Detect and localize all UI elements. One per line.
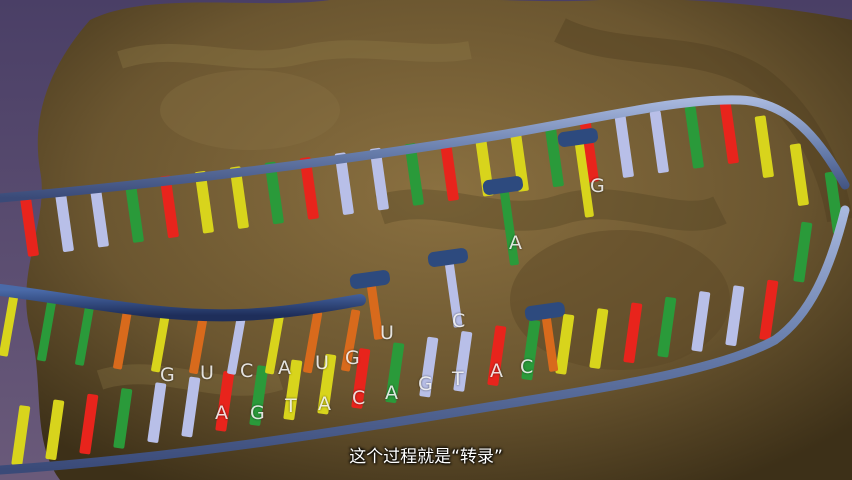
dna-coding-base (404, 143, 424, 206)
dna-template-base (215, 371, 235, 432)
rna-bases (0, 294, 361, 375)
dna-coding-base (754, 115, 774, 178)
free-nucleotide-letter: G (590, 175, 605, 197)
rna-base (189, 311, 209, 374)
dna-template-base (759, 279, 779, 341)
dna-coding-base (439, 138, 459, 201)
rna-letter: U (200, 362, 214, 384)
dna-template-base (725, 285, 745, 346)
dna-coding-base (719, 101, 739, 164)
dna-template-base (657, 296, 677, 358)
rna-transcript-strand (0, 284, 366, 322)
dna-coding-base (509, 129, 529, 192)
dna-coding-strand-backbone (0, 95, 850, 203)
rna-base (303, 311, 323, 374)
rna-letter: C (452, 310, 466, 332)
dna-template-base (351, 348, 371, 409)
dna-template-strand-bases (11, 221, 813, 466)
rna-base (37, 299, 57, 362)
dna-coding-base (89, 184, 109, 248)
dna-coding-base (684, 106, 704, 169)
rna-base (113, 307, 133, 370)
dna-template-base (113, 388, 133, 449)
rna-letter: C (240, 360, 254, 382)
dna-letter: C (352, 387, 366, 409)
dna-template-strand-backbone (0, 205, 850, 475)
dna-letter: A (318, 393, 331, 415)
dna-template-base (385, 342, 405, 403)
rna-base (75, 303, 95, 366)
dna-coding-base (229, 166, 249, 229)
dna-template-base (317, 353, 337, 415)
dna-letter: A (215, 402, 228, 424)
rna-base (0, 294, 19, 357)
free-nucleotide (524, 302, 566, 372)
dna-coding-base (334, 152, 354, 215)
dna-template-base (691, 291, 711, 352)
dna-coding-base (614, 115, 634, 178)
free-nucleotide (557, 128, 599, 218)
dna-coding-base (789, 143, 809, 206)
dna-template-base (283, 359, 303, 421)
dna-coding-base (194, 171, 214, 234)
dna-template-base (419, 336, 439, 398)
rna-base (227, 312, 247, 375)
rna-letter: A (278, 357, 291, 379)
dna-template-base (623, 302, 643, 364)
dna-coding-base (369, 147, 389, 211)
dna-template-base (793, 221, 813, 283)
dna-template-base (147, 382, 167, 443)
free-nucleotide (427, 248, 469, 328)
dna-letter: G (418, 373, 433, 395)
caption: 这个过程就是“转录” (349, 447, 503, 467)
dna-coding-base (544, 124, 564, 188)
dna-coding-base (54, 189, 74, 252)
free-nucleotide (482, 176, 524, 266)
dna-template-base (555, 314, 575, 375)
rna-polymerase-protein (26, 0, 852, 480)
rna-letter: G (160, 364, 175, 386)
dna-template-base (521, 319, 541, 381)
dna-template-base (79, 393, 99, 455)
dna-template-base (11, 405, 31, 466)
rna-letter: U (315, 352, 329, 374)
dna-coding-base (299, 157, 319, 220)
dna-coding-base (649, 110, 669, 174)
dna-letter: T (285, 395, 297, 417)
dna-template-base (249, 365, 269, 426)
dna-coding-base (264, 161, 284, 225)
dna-coding-base (19, 194, 39, 257)
dna-coding-strand-bases (19, 101, 844, 257)
dna-letter: C (520, 356, 534, 378)
dna-letter: G (250, 402, 265, 424)
dna-template-base (487, 325, 507, 386)
rna-base (151, 310, 171, 373)
dna-coding-base (159, 175, 179, 239)
free-nucleotides (349, 128, 599, 372)
rna-base (265, 312, 285, 375)
dna-template-base (453, 331, 473, 392)
free-nucleotide (349, 270, 391, 340)
dna-template-base (589, 308, 609, 369)
dna-coding-base (124, 180, 144, 243)
free-nucleotide-letter: A (509, 232, 522, 254)
dna-letter: A (385, 382, 398, 404)
dna-letter: A (490, 360, 503, 382)
dna-letter: T (452, 368, 464, 390)
dna-template-base (181, 376, 201, 438)
rna-base (341, 309, 361, 372)
dna-template-base (45, 399, 65, 461)
rna-letter: U (380, 322, 394, 344)
rna-letter: G (345, 347, 360, 369)
